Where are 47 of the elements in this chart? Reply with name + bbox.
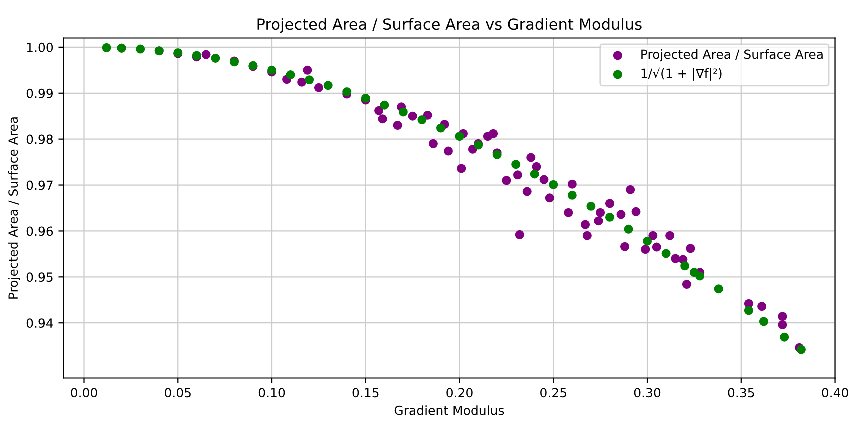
point bbox=[643, 236, 652, 246]
y-axis-title: Projected Area / Surface Area bbox=[8, 118, 20, 299]
point bbox=[759, 317, 768, 326]
point bbox=[530, 170, 540, 179]
point bbox=[662, 249, 671, 258]
x-tick-label: 0.00 bbox=[71, 388, 98, 398]
y-tick-label: 0.96 bbox=[26, 226, 54, 236]
x-tick-label: 0.40 bbox=[822, 388, 848, 398]
point bbox=[286, 70, 296, 80]
point bbox=[605, 212, 614, 222]
point bbox=[436, 124, 446, 133]
point bbox=[714, 284, 724, 294]
point bbox=[136, 44, 146, 54]
point bbox=[549, 180, 558, 190]
point bbox=[586, 202, 596, 211]
point bbox=[102, 43, 112, 52]
point bbox=[568, 190, 577, 200]
y-tick-label: 1.00 bbox=[27, 42, 54, 52]
y-tick-label: 0.98 bbox=[26, 134, 54, 144]
point bbox=[380, 100, 390, 110]
point bbox=[398, 108, 408, 117]
chart-title: Projected Area / Surface Area vs Gradient Modulus bbox=[258, 18, 642, 34]
y-tick-label: 0.95 bbox=[26, 272, 53, 282]
x-tick-label: 0.30 bbox=[634, 388, 661, 398]
y-tick-label: 0.97 bbox=[26, 180, 53, 190]
legend-label: 1/√(1 + |∇f|²) bbox=[642, 68, 722, 81]
point bbox=[324, 81, 333, 90]
legend-label: Projected Area / Surface Area bbox=[642, 50, 823, 62]
y-tick-label: 0.94 bbox=[26, 318, 54, 328]
x-tick-label: 0.20 bbox=[446, 388, 473, 398]
x-tick-label: 0.25 bbox=[540, 388, 566, 398]
point bbox=[211, 54, 220, 63]
y-tick-label: 0.99 bbox=[26, 88, 53, 98]
x-tick-label: 0.35 bbox=[728, 388, 754, 398]
x-tick-label: 0.15 bbox=[352, 388, 379, 398]
point bbox=[455, 132, 464, 142]
point bbox=[696, 272, 705, 281]
point bbox=[418, 116, 427, 125]
point bbox=[780, 332, 790, 342]
x-tick-label: 0.10 bbox=[258, 388, 286, 398]
point bbox=[744, 306, 754, 316]
point bbox=[305, 76, 314, 85]
x-axis-title: Gradient Modulus bbox=[394, 406, 504, 416]
point bbox=[512, 160, 521, 170]
x-tick-label: 0.05 bbox=[165, 388, 191, 398]
point bbox=[624, 224, 634, 234]
point bbox=[680, 262, 690, 271]
